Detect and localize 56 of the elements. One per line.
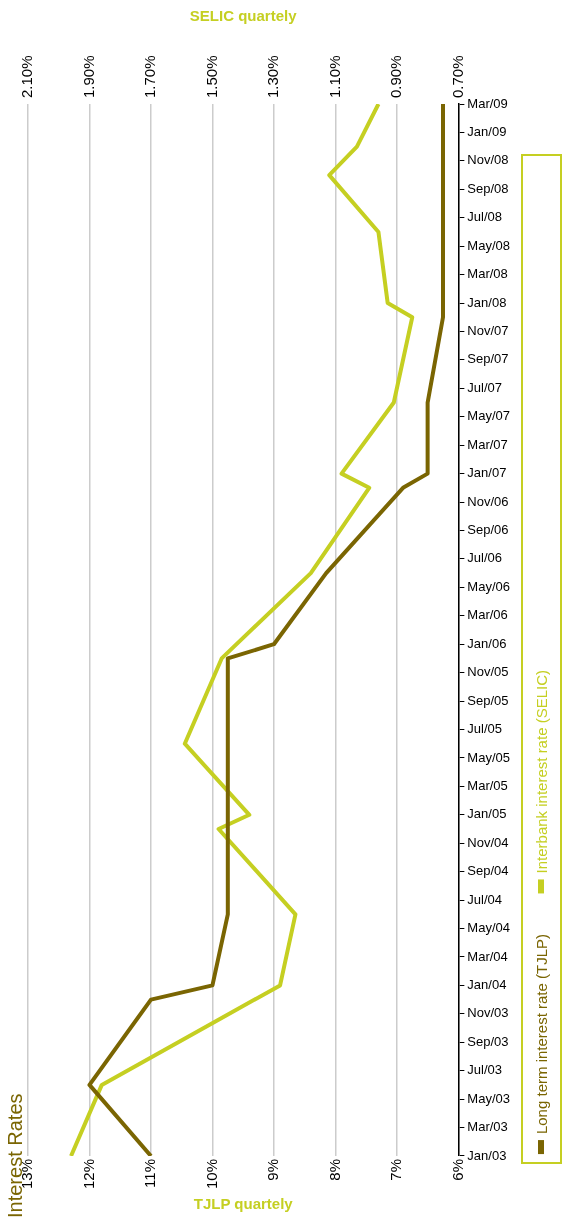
y-tick-label: Mar/05	[467, 777, 508, 793]
y-tick-label: Mar/09	[467, 95, 508, 111]
y-tick-label: May/05	[467, 749, 511, 765]
y-tick-label: May/08	[467, 237, 511, 253]
x-tick-label: 7%	[387, 1158, 405, 1181]
y-tick-label: Jul/05	[467, 721, 503, 737]
y-tick-label: Mar/07	[467, 436, 508, 452]
y-tick-label: Jan/09	[467, 124, 507, 140]
y-tick-label: Sep/05	[467, 692, 509, 708]
x-axis-title: TJLP quartely	[193, 1195, 294, 1213]
y-tick-label: Jan/08	[467, 294, 507, 310]
y-tick-label: May/07	[467, 408, 511, 424]
x2-tick-label: 1.50%	[202, 55, 220, 98]
y-tick-label: Jan/07	[467, 465, 507, 481]
y-tick-label: Nov/03	[467, 1005, 509, 1021]
y-tick-label: Mar/03	[467, 1119, 508, 1135]
x2-tick-label: 1.70%	[141, 55, 159, 98]
y-tick-label: Jan/05	[467, 806, 507, 822]
x-tick-label: 11%	[141, 1158, 159, 1188]
y-tick-label: Mar/08	[467, 266, 508, 282]
y-tick-label: Nov/08	[467, 152, 509, 168]
x2-tick-label: 0.90%	[387, 55, 405, 98]
legend-frame: Long term interest rate (TJLP) Interbank interest rate (SELIC)	[521, 154, 562, 1164]
x2-tick-label: 1.90%	[79, 55, 97, 98]
y-tick-label: Sep/07	[467, 351, 509, 367]
x2-tick-label: 1.10%	[325, 55, 343, 98]
y-tick-label: Jan/03	[467, 1147, 507, 1163]
y-tick-label: Sep/08	[467, 180, 509, 196]
x-tick-label: 12%	[79, 1158, 97, 1190]
y-tick-label: May/06	[467, 578, 511, 594]
y-tick-label: Jul/03	[467, 1062, 503, 1078]
y-tick-label: Jul/04	[467, 891, 503, 907]
y-tick-label: Jul/08	[467, 209, 503, 225]
x-tick-label: 8%	[325, 1158, 343, 1181]
y-tick-label: Sep/03	[467, 1033, 509, 1049]
x2-tick-label: 2.10%	[18, 55, 36, 98]
y-tick-label: Sep/06	[467, 522, 509, 538]
y-tick-label: Jul/06	[467, 550, 503, 566]
x-tick-label: 6%	[448, 1158, 466, 1181]
y-tick-label: May/04	[467, 920, 511, 936]
y-tick-label: May/03	[467, 1090, 511, 1106]
x-tick-label: 10%	[202, 1158, 220, 1190]
y-tick-label: Sep/04	[467, 863, 509, 879]
x2-tick-label: 0.70%	[448, 55, 466, 98]
y-tick-label: Nov/07	[467, 323, 509, 339]
y-tick-label: Jul/07	[467, 379, 503, 395]
y-tick-label: Nov/05	[467, 664, 509, 680]
y-tick-label: Mar/04	[467, 948, 508, 964]
x-tick-label: 9%	[264, 1158, 282, 1181]
y-tick-label: Jan/04	[467, 976, 507, 992]
x2-axis-title: SELIC quartely	[189, 7, 298, 25]
x2-tick-label: 1.30%	[264, 55, 282, 98]
y-tick-label: Nov/04	[467, 834, 509, 850]
y-tick-label: Nov/06	[467, 493, 509, 509]
y-tick-label: Jan/06	[467, 635, 507, 651]
y-tick-label: Mar/06	[467, 607, 508, 623]
